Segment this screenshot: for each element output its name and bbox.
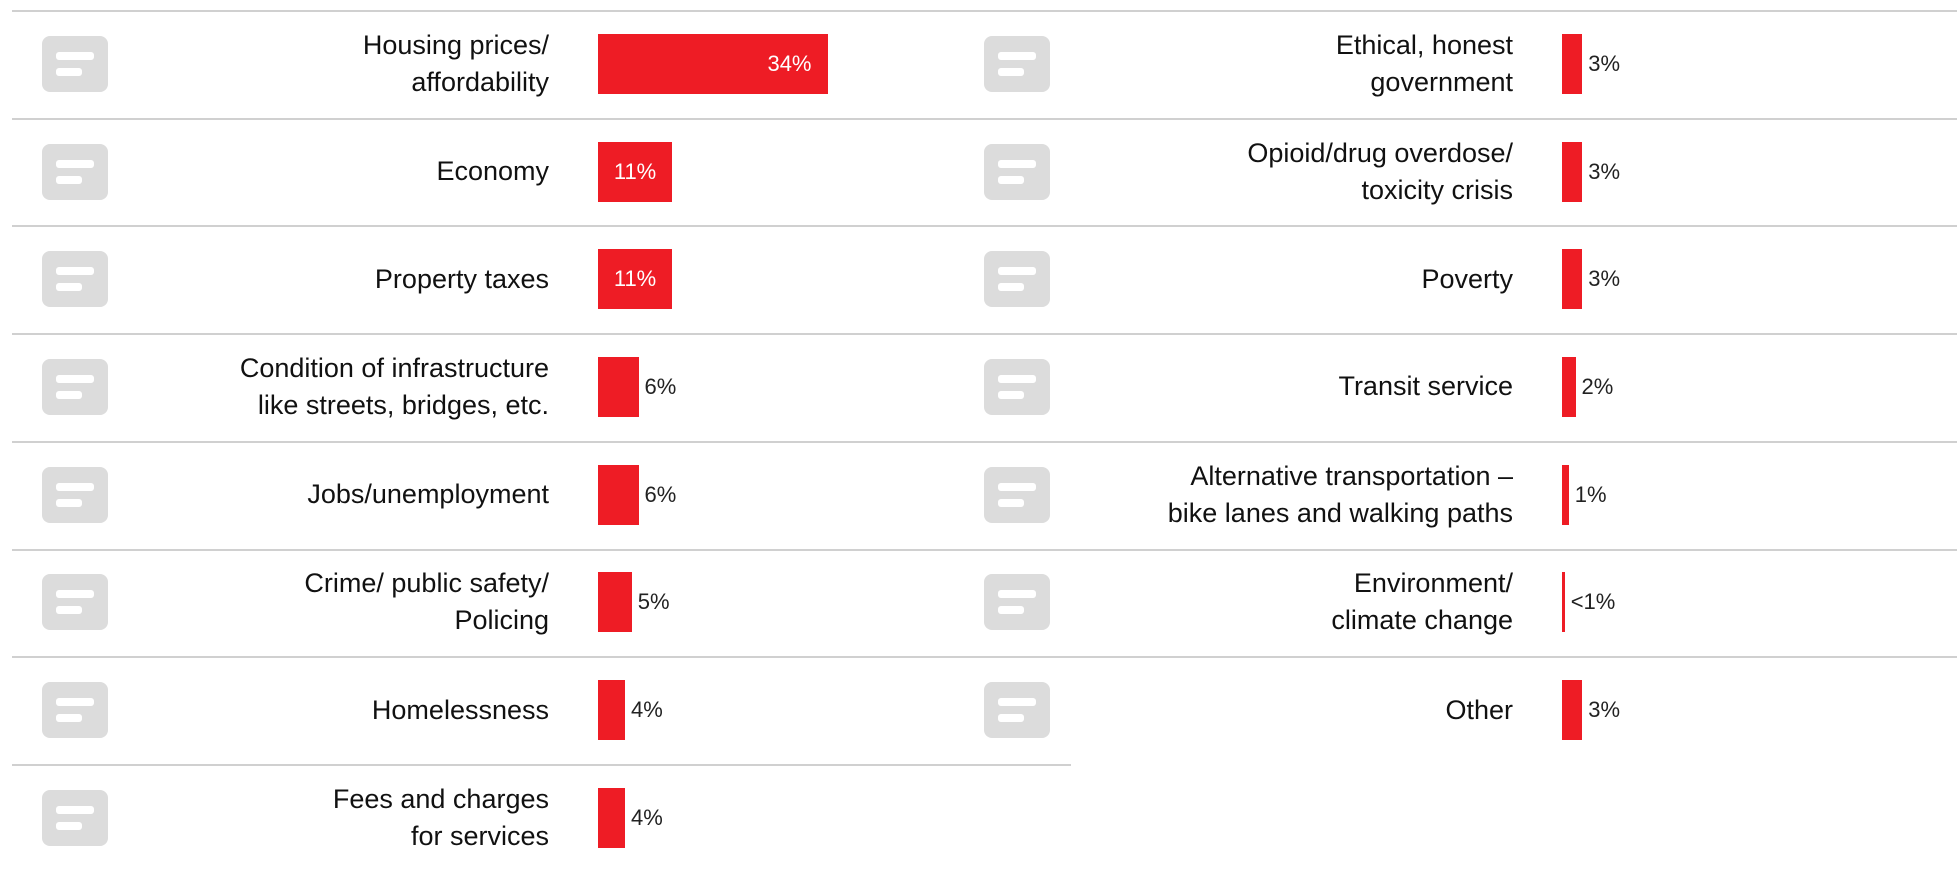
value-label: 34% <box>767 50 812 76</box>
category-label: Homelessness <box>371 694 549 725</box>
row-divider <box>12 333 1071 336</box>
icon <box>984 466 1050 523</box>
value-label: 3% <box>1588 158 1621 184</box>
value-label: 5% <box>637 589 670 615</box>
icon <box>42 143 108 200</box>
category-label: Alternative transportation – bike lanes … <box>1167 460 1513 528</box>
row-divider <box>12 225 1071 228</box>
category-label: Fees and charges for services <box>332 783 549 851</box>
bar <box>1562 572 1565 633</box>
category-label: Poverty <box>1421 263 1513 294</box>
value-label: 3% <box>1588 697 1621 723</box>
bar <box>598 356 639 417</box>
icon <box>42 789 108 846</box>
bar <box>598 249 673 310</box>
bar <box>1562 680 1583 741</box>
category-label: Environment/ climate change <box>1331 568 1513 636</box>
value-label: 3% <box>1588 266 1621 292</box>
bar <box>598 464 639 525</box>
value-label: 6% <box>644 481 677 507</box>
value-label: 11% <box>613 158 657 184</box>
icon <box>42 251 108 308</box>
bar <box>598 33 828 94</box>
value-label: 6% <box>644 373 677 399</box>
category-label: Transit service <box>1338 371 1513 402</box>
bar <box>598 680 625 741</box>
row-divider <box>1071 548 1957 551</box>
row-divider <box>12 117 1071 120</box>
row-divider <box>12 440 1071 443</box>
category-label: Jobs/unemployment <box>307 479 549 510</box>
row-divider <box>1071 225 1957 228</box>
bar <box>1562 356 1576 417</box>
bar <box>598 141 673 202</box>
bar <box>1562 249 1583 310</box>
icon <box>42 466 108 523</box>
row-divider <box>12 548 1071 551</box>
icon <box>42 358 108 415</box>
bar <box>1562 33 1583 94</box>
icon <box>984 251 1050 308</box>
icon <box>42 682 108 739</box>
row-divider <box>12 656 1071 659</box>
value-label: 11% <box>613 266 657 292</box>
row-divider <box>1071 10 1957 12</box>
category-label: Ethical, honest government <box>1335 29 1513 97</box>
category-label: Other <box>1445 694 1513 725</box>
icon <box>42 574 108 631</box>
icon <box>984 35 1050 92</box>
row-divider <box>1071 656 1957 659</box>
category-label: Opioid/drug overdose/ toxicity crisis <box>1247 137 1513 205</box>
category-label: Crime/ public safety/ Policing <box>304 568 549 636</box>
bar <box>598 787 625 848</box>
bar <box>1562 141 1583 202</box>
row-divider <box>1071 333 1957 336</box>
row-divider <box>1071 117 1957 120</box>
icon <box>984 574 1050 631</box>
row-divider <box>12 10 1071 12</box>
icon <box>42 35 108 92</box>
category-label: Housing prices/ affordability <box>362 29 549 97</box>
value-label: 4% <box>631 804 663 830</box>
category-label: Economy <box>436 156 549 187</box>
bar <box>1562 464 1569 525</box>
value-label: 4% <box>631 697 663 723</box>
category-label: Property taxes <box>374 263 549 294</box>
value-label: <1% <box>1570 589 1616 615</box>
bar <box>598 572 632 633</box>
value-label: 2% <box>1581 373 1614 399</box>
value-label: 3% <box>1588 50 1621 76</box>
value-label: 1% <box>1574 481 1607 507</box>
row-divider <box>12 763 1071 766</box>
icon <box>984 143 1050 200</box>
row-divider <box>1071 440 1957 443</box>
category-label: Condition of infrastructure like streets… <box>239 352 549 420</box>
icon <box>984 682 1050 739</box>
icon <box>984 358 1050 415</box>
